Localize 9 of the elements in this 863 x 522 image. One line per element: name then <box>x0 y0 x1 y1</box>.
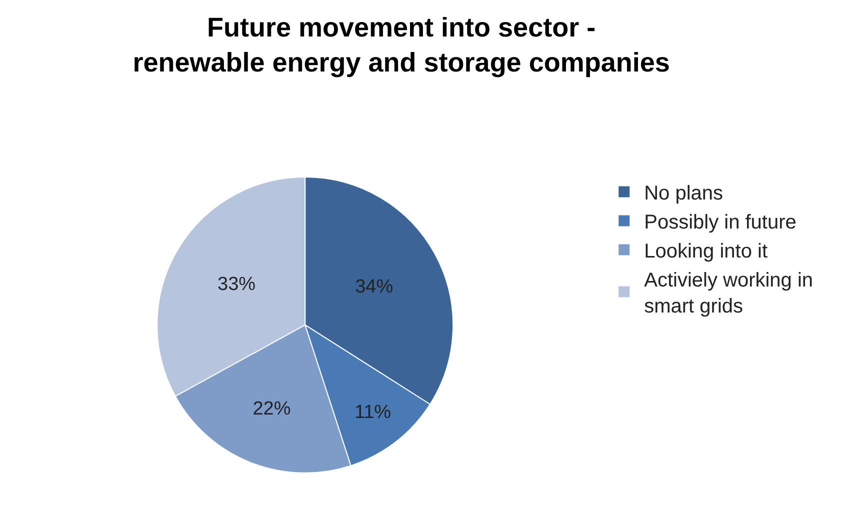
data-label: 22% <box>252 398 291 420</box>
data-label: 33% <box>218 274 256 295</box>
data-label: 34% <box>355 276 394 298</box>
data-label: 11% <box>354 402 392 423</box>
legend-label: Activiely working in smart grids <box>644 270 814 318</box>
chart-title: Future movement into sector - renewable energy and storage companies <box>132 12 670 78</box>
legend-label: Possibly in future <box>644 212 796 234</box>
legend-label: No plans <box>644 182 724 205</box>
legend-label: Looking into it <box>644 240 768 263</box>
